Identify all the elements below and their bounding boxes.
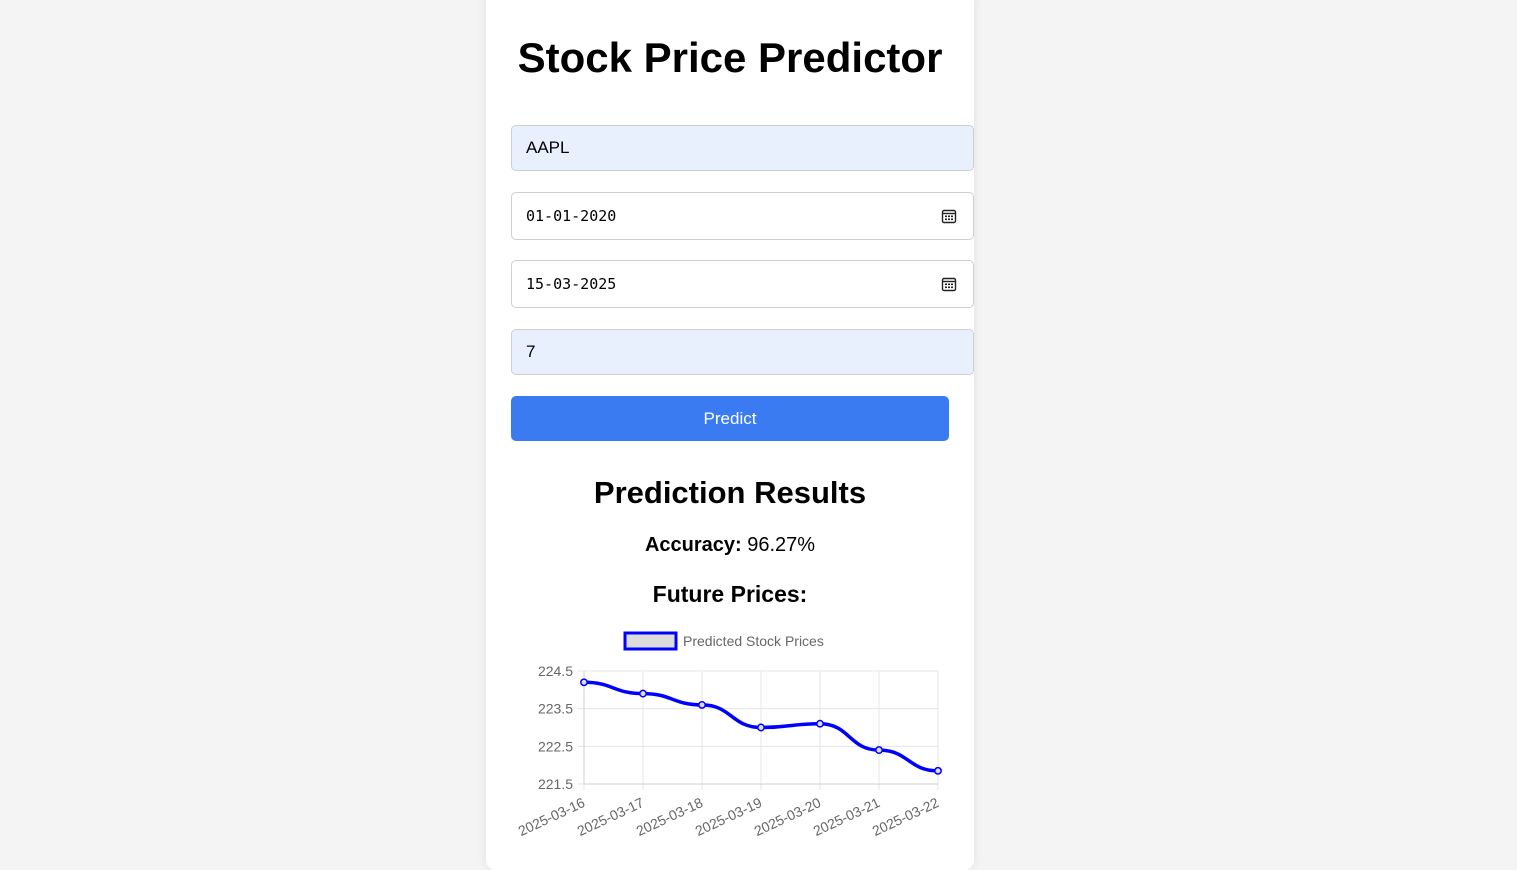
data-point [935,768,941,774]
calendar-icon[interactable] [941,276,957,292]
ticker-input[interactable]: AAPL [511,125,974,171]
legend-label: Predicted Stock Prices [683,633,824,649]
predictor-card: Stock Price Predictor AAPL 01-01-2020 15… [486,0,974,870]
start-date-input[interactable]: 01-01-2020 [511,192,974,240]
results-title: Prediction Results [486,475,974,511]
x-tick-label: 2025-03-22 [870,794,942,839]
x-tick-label: 2025-03-19 [693,794,765,839]
data-point [876,747,882,753]
accuracy-value: 96.27% [747,534,815,556]
x-tick-label: 2025-03-17 [575,794,647,839]
end-date-input[interactable]: 15-03-2025 [511,260,974,308]
future-prices-title: Future Prices: [486,581,974,608]
data-point [758,724,764,730]
y-tick-label: 223.5 [538,701,573,717]
data-point [640,690,646,696]
x-tick-label: 2025-03-16 [516,794,588,839]
x-tick-label: 2025-03-20 [752,794,824,839]
predict-button[interactable]: Predict [511,396,949,441]
data-point [581,679,587,685]
accuracy-label: Accuracy: [645,534,742,556]
data-point [699,702,705,708]
prediction-chart: Predicted Stock Prices 224.5 223.5 222.5 221… [486,620,974,860]
data-point [817,721,823,727]
end-date-value: 15-03-2025 [526,275,941,293]
y-tick-label: 221.5 [538,776,573,792]
start-date-value: 01-01-2020 [526,207,941,225]
calendar-icon[interactable] [941,208,957,224]
y-tick-label: 222.5 [538,738,573,754]
x-tick-label: 2025-03-18 [634,794,706,839]
legend-swatch [625,633,676,649]
accuracy-line: Accuracy: 96.27% [486,534,974,557]
days-input-value: 7 [526,342,959,362]
days-input[interactable]: 7 [511,329,974,375]
ticker-input-value: AAPL [526,138,959,158]
page-title: Stock Price Predictor [486,33,974,83]
x-tick-label: 2025-03-21 [811,794,883,839]
y-tick-label: 224.5 [538,663,573,679]
